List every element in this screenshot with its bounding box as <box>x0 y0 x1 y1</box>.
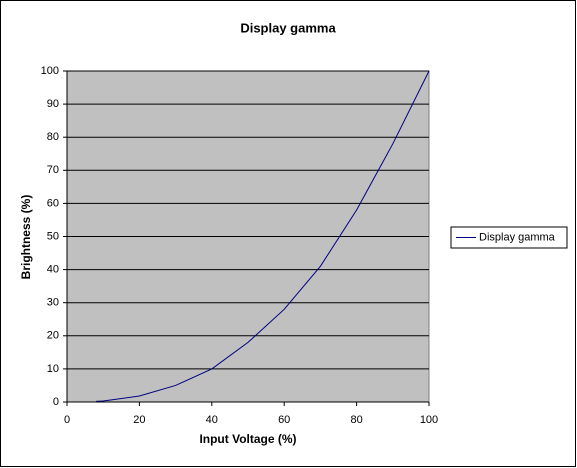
y-tick-label: 30 <box>47 297 59 309</box>
y-tick-label: 40 <box>47 264 59 276</box>
y-tick-label: 10 <box>47 363 59 375</box>
y-tick-label: 100 <box>41 65 59 77</box>
x-tick-label: 20 <box>133 414 145 426</box>
x-axis-title: Input Voltage (%) <box>199 432 296 446</box>
y-tick-label: 50 <box>47 230 59 242</box>
y-tick-label: 20 <box>47 330 59 342</box>
y-tick-label: 0 <box>53 396 59 408</box>
y-tick-label: 60 <box>47 197 59 209</box>
y-tick-label: 90 <box>47 98 59 110</box>
y-axis-title: Brightness (%) <box>19 195 33 280</box>
x-tick-label: 40 <box>206 414 218 426</box>
y-tick-label: 70 <box>47 164 59 176</box>
legend-label: Display gamma <box>479 231 556 243</box>
legend-box <box>450 226 568 249</box>
data-line <box>95 70 430 402</box>
x-tick-label: 0 <box>64 414 70 426</box>
x-tick-label: 60 <box>278 414 290 426</box>
y-tick-label: 80 <box>47 131 59 143</box>
x-tick-label: 100 <box>420 414 438 426</box>
chart-title: Display gamma <box>240 20 336 35</box>
x-tick-label: 80 <box>350 414 362 426</box>
